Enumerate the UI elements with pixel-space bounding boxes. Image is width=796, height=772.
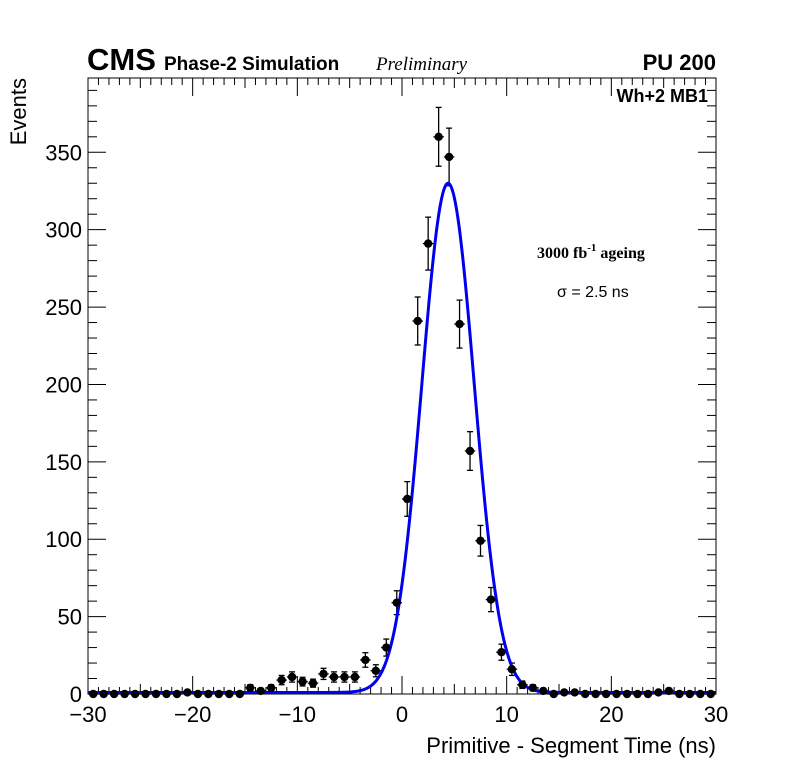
- data-point: [130, 689, 140, 699]
- data-point: [319, 669, 328, 679]
- ageing-value: 3000 fb: [537, 245, 587, 262]
- data-point: [560, 688, 569, 697]
- ageing-annotation: 3000 fb-1 ageing: [537, 242, 645, 262]
- data-point: [591, 689, 600, 699]
- data-point: [298, 677, 307, 686]
- data-point: [403, 494, 412, 504]
- data-point: [89, 689, 98, 699]
- data-point: [549, 689, 558, 699]
- y-tick-label: 0: [70, 682, 82, 707]
- data-point: [361, 655, 370, 665]
- data-point: [172, 689, 182, 699]
- data-point: [329, 672, 339, 682]
- preliminary-label: Preliminary: [375, 54, 468, 75]
- x-tick-label: 20: [599, 702, 623, 727]
- plot-frame: [87, 77, 717, 695]
- axis-ticks: [87, 78, 717, 695]
- data-point: [162, 689, 171, 699]
- y-tick-label: 100: [45, 527, 82, 552]
- data-point: [371, 666, 381, 675]
- x-axis-label: Primitive - Segment Time (ns): [426, 733, 716, 758]
- data-point: [622, 689, 632, 699]
- y-tick-label: 350: [45, 140, 82, 165]
- data-point: [612, 689, 621, 699]
- data-point: [444, 152, 454, 162]
- data-point: [507, 665, 517, 674]
- x-tick-label: 0: [396, 702, 408, 727]
- data-point: [455, 319, 464, 329]
- cms-label: CMS: [87, 42, 156, 77]
- data-point: [706, 689, 715, 699]
- x-tick-label: −20: [174, 702, 211, 727]
- data-point: [193, 689, 203, 699]
- x-tick-label: 30: [704, 702, 728, 727]
- data-point: [539, 686, 548, 696]
- data-point: [685, 689, 695, 699]
- y-tick-labels: 0 50 100 150 200 250 300 350: [45, 140, 82, 707]
- x-tick-label: −30: [69, 702, 106, 727]
- fit-curve: [88, 181, 716, 694]
- y-tick-label: 300: [45, 218, 82, 243]
- ageing-word: ageing: [596, 245, 644, 262]
- data-point: [580, 689, 590, 699]
- y-tick-label: 200: [45, 372, 82, 397]
- data-point: [277, 675, 286, 685]
- data-point: [266, 683, 276, 693]
- data-point: [340, 672, 349, 682]
- data-point: [120, 689, 129, 699]
- x-tick-labels: −30 −20 −10 0 10 20 30: [69, 702, 728, 727]
- subtitle-label: Phase-2 Simulation: [164, 54, 339, 75]
- data-point: [204, 689, 213, 699]
- data-point: [465, 446, 475, 456]
- error-bars: [88, 106, 716, 695]
- data-point: [434, 132, 443, 142]
- data-point: [99, 689, 108, 699]
- chamber-label: Wh+2 MB1: [616, 86, 708, 106]
- data-point: [308, 678, 318, 688]
- data-point: [225, 689, 234, 699]
- data-point: [518, 680, 527, 689]
- data-point: [382, 643, 391, 652]
- data-point: [476, 536, 485, 545]
- sigma-annotation: σ = 2.5 ns: [557, 284, 629, 301]
- data-point: [413, 316, 422, 326]
- data-point: [350, 672, 360, 682]
- data-point: [570, 688, 579, 697]
- data-point: [633, 689, 642, 699]
- pileup-label: PU 200: [643, 50, 716, 75]
- data-point: [664, 686, 674, 696]
- data-point: [392, 598, 401, 607]
- data-point: [246, 683, 255, 693]
- ageing-exponent: -1: [587, 242, 596, 254]
- data-point: [654, 688, 663, 697]
- data-point: [214, 689, 224, 699]
- data-point: [497, 648, 506, 657]
- y-tick-label: 50: [58, 605, 82, 630]
- y-axis-label: Events: [6, 78, 31, 145]
- x-tick-label: 10: [494, 702, 518, 727]
- data-point: [109, 689, 119, 699]
- data-point: [675, 689, 684, 699]
- x-tick-label: −10: [279, 702, 316, 727]
- data-point: [256, 686, 265, 696]
- data-point: [141, 689, 150, 699]
- data-point: [183, 688, 192, 697]
- data-point: [486, 595, 496, 604]
- data-point: [235, 689, 244, 699]
- data-point: [528, 683, 538, 693]
- data-point: [423, 239, 433, 248]
- data-point: [643, 689, 653, 699]
- y-tick-label: 250: [45, 295, 82, 320]
- data-point: [696, 689, 705, 699]
- data-point: [151, 689, 161, 699]
- data-point: [287, 672, 297, 682]
- y-tick-label: 150: [45, 450, 82, 475]
- data-points: [89, 132, 715, 699]
- data-point: [601, 689, 611, 699]
